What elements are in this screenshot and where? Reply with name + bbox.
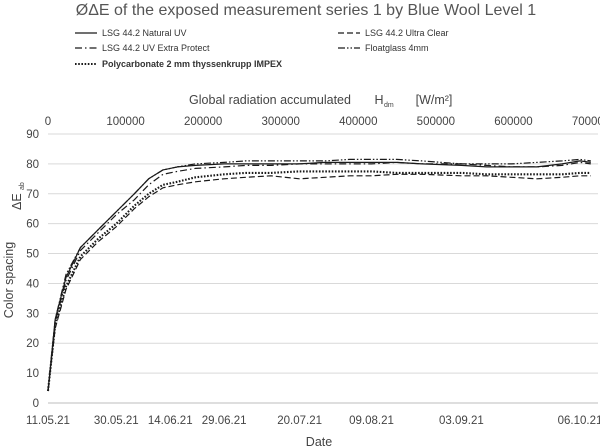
x2-axis-symbol: H [374,93,383,107]
y-axis-title: Color spacing ΔE ab [2,182,26,318]
y-tick-label: 20 [26,338,39,350]
x2-tick-label: 500000 [417,116,455,128]
x-tick-label: 30.05.21 [94,415,139,427]
x2-tick-label: 600000 [494,116,532,128]
y-tick-label: 0 [33,398,39,410]
legend-label: LSG 44.2 Ultra Clear [365,28,449,38]
x2-tick-label: 100000 [106,116,144,128]
legend-item: LSG 44.2 Ultra Clear [338,28,449,38]
x2-tick-label: 200000 [184,116,222,128]
legend: LSG 44.2 Natural UV LSG 44.2 Ultra Clear L… [75,28,449,69]
x2-tick-label: 300000 [262,116,300,128]
y-tick-label: 70 [26,189,39,201]
legend-item: LSG 44.2 Natural UV [75,28,187,38]
x-tick-label: 09.08.21 [349,415,394,427]
legend-label: Polycarbonate 2 mm thyssenkrupp IMPEX [102,59,282,69]
x2-axis-subscript: dm [384,102,394,109]
legend-label: Floatglass 4mm [365,43,429,53]
y-tick-label: 90 [26,129,39,141]
chart-title: ØΔE of the exposed measurement series 1 … [76,2,537,19]
axes: 0 10 20 30 40 50 60 70 80 90 11.05.21 30.05.21 14.06… [2,93,600,448]
y-tick-label: 10 [26,368,39,380]
legend-item: Floatglass 4mm [338,43,429,53]
y-tick-label: 80 [26,159,39,171]
x2-tick-label: 400000 [339,116,377,128]
legend-label: LSG 44.2 Natural UV [102,28,187,38]
x2-axis-unit: [W/m²] [416,93,453,107]
x-tick-label: 11.05.21 [26,415,70,427]
series-line-2 [47,173,591,392]
x2-tick-label: 700000 [572,116,600,128]
series-lines [46,158,591,392]
x2-axis-label-text: Global radiation accumulated [189,93,351,107]
y-tick-label: 40 [26,278,39,290]
y-tick-label: 60 [26,219,39,231]
series-line-5 [46,170,591,392]
x-tick-label: 20.07.21 [277,415,322,427]
legend-item: LSG 44.2 UV Extra Protect [75,43,210,53]
x-tick-label: 06.10.21 [558,415,600,427]
x-tick-label: 29.06.21 [202,415,247,427]
y-tick-label: 50 [26,249,39,261]
y-tick-label: 30 [26,308,39,320]
x-tick-label: 03.09.21 [439,415,484,427]
x-tick-label: 14.06.21 [148,415,193,427]
x2-tick-label: 0 [45,116,51,128]
y-axis-symbol: ΔE [10,193,24,210]
series-line-3 [47,161,591,392]
x-axis-title: Date [306,435,332,448]
y-axis-title-text: Color spacing [2,242,16,318]
series-line-4 [47,158,591,392]
legend-item: Polycarbonate 2 mm thyssenkrupp IMPEX [75,59,282,69]
series-line-1 [47,160,591,392]
y-axis-subscript: ab [19,182,26,190]
legend-label: LSG 44.2 UV Extra Protect [102,43,210,53]
